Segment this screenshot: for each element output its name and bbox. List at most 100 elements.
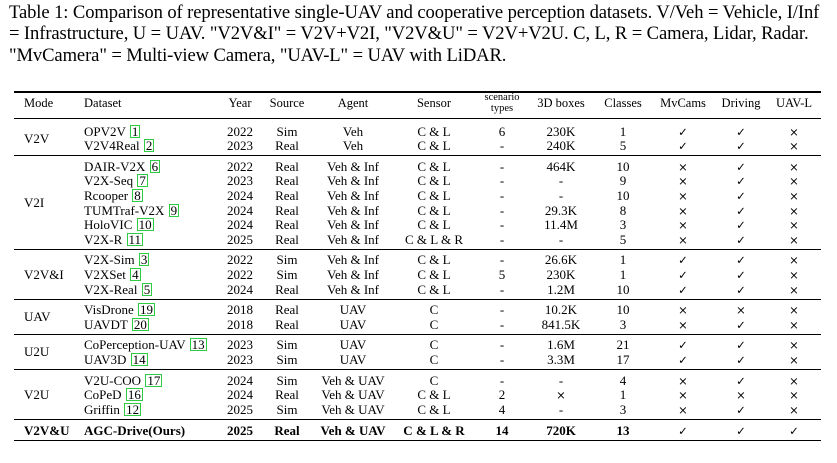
sensor-cell: C (429, 337, 439, 353)
boxes-cell: × (556, 388, 566, 403)
citation-link[interactable]: 16 (125, 387, 143, 403)
scenario-cell: - (499, 231, 505, 247)
classes-cell: 17 (616, 351, 630, 367)
dataset-label: V2X-R (84, 231, 123, 247)
citation-link[interactable]: 5 (141, 281, 153, 297)
uav-l-mark: × (789, 373, 799, 388)
scenario-cell: 14 (495, 422, 509, 438)
mvcams-mark: × (678, 174, 688, 189)
uav-l-mark: × (789, 232, 799, 247)
source-cell: Real (275, 281, 299, 297)
sensor-cell: C & L & R (404, 231, 464, 247)
mvcams-mark: ✓ (678, 253, 688, 268)
sensor-cell: C & L (417, 158, 451, 174)
dataset-label: Griffin (84, 401, 120, 417)
boxes-cell: 841.5K (541, 316, 581, 332)
dataset-label: V2V4Real (84, 138, 140, 154)
dataset-name: TUMTraf-V2X 9 (84, 202, 180, 218)
citation-link[interactable]: 4 (130, 266, 141, 282)
boxes-cell: 1.6M (547, 337, 575, 353)
sensor-cell: C (429, 316, 439, 332)
mvcams-mark: × (678, 232, 688, 247)
citation-link[interactable]: 20 (131, 316, 149, 332)
year-cell: 2018 (227, 302, 253, 318)
dataset-name: OPV2V 1 (84, 123, 141, 139)
citation-link[interactable]: 14 (130, 351, 148, 367)
boxes-cell: 720K (546, 422, 576, 438)
citation-link[interactable]: 2 (143, 138, 155, 154)
driving-mark: ✓ (736, 159, 746, 174)
scenario-cell: - (499, 302, 505, 318)
driving-mark: ✓ (736, 124, 746, 139)
agent-cell: Veh & Inf (327, 252, 379, 268)
dataset-name: Rcooper 8 (84, 187, 143, 203)
mvcams-mark: ✓ (678, 352, 688, 367)
header-mode: Mode (24, 96, 54, 110)
dataset-name: V2X-Sim 3 (84, 252, 150, 268)
dataset-label: TUMTraf-V2X (84, 202, 165, 218)
agent-cell: Veh & Inf (327, 266, 379, 282)
source-cell: Real (275, 158, 299, 174)
scenario-cell: - (499, 252, 505, 268)
citation-link[interactable]: 11 (126, 231, 144, 247)
uav-l-mark: × (789, 159, 799, 174)
driving-mark: ✓ (736, 317, 746, 332)
citation-link[interactable]: 7 (137, 173, 148, 189)
agent-cell: Veh (342, 123, 364, 139)
sensor-cell: C & L (417, 401, 451, 417)
year-cell: 2024 (227, 387, 253, 403)
source-cell: Sim (276, 252, 298, 268)
sensor-cell: C & L (417, 387, 451, 403)
classes-cell: 1 (619, 252, 627, 268)
year-cell: 2018 (227, 316, 253, 332)
mvcams-mark: ✓ (678, 282, 688, 297)
sensor-cell: C & L & R (403, 422, 465, 438)
source-cell: Sim (276, 351, 298, 367)
agent-cell: Veh & Inf (327, 158, 379, 174)
citation-link[interactable]: 17 (145, 372, 163, 388)
citation-link[interactable]: 6 (149, 158, 161, 174)
header-scenario: scenario (484, 92, 520, 103)
table-rule (14, 298, 821, 300)
dataset-label: Rcooper (84, 187, 129, 203)
year-cell: 2022 (227, 252, 253, 268)
year-cell: 2025 (227, 231, 253, 247)
sensor-cell: C & L (417, 252, 451, 268)
driving-mark: ✓ (736, 203, 746, 218)
citation-link[interactable]: 19 (138, 302, 156, 318)
boxes-cell: 240K (546, 138, 576, 154)
dataset-label: CoPeD (84, 387, 122, 403)
boxes-cell: 230K (546, 123, 576, 139)
header-source: Source (269, 96, 305, 110)
citation-link[interactable]: 3 (138, 252, 150, 268)
uav-l-mark: × (789, 338, 799, 353)
agent-cell: Veh & Inf (327, 187, 379, 203)
sensor-cell: C & L (417, 187, 451, 203)
driving-mark: ✓ (736, 267, 746, 282)
citation-link[interactable]: 12 (124, 401, 142, 417)
dataset-label: CoPerception-UAV (84, 337, 186, 353)
citation-link[interactable]: 1 (129, 123, 141, 139)
agent-cell: UAV (339, 316, 367, 332)
classes-cell: 4 (619, 372, 627, 388)
driving-mark: × (736, 388, 746, 403)
year-cell: 2022 (227, 123, 253, 139)
table-rule (14, 91, 821, 93)
classes-cell: 8 (619, 202, 627, 218)
boxes-cell: 1.2M (547, 281, 575, 297)
header-driving: Driving (721, 96, 761, 110)
dataset-name: V2X-Real 5 (84, 281, 153, 297)
citation-link[interactable]: 13 (189, 337, 207, 353)
table-rule (14, 155, 821, 157)
citation-link[interactable]: 8 (132, 187, 143, 203)
header-year: Year (228, 96, 252, 110)
citation-link[interactable]: 9 (168, 202, 180, 218)
citation-link[interactable]: 10 (136, 217, 154, 233)
header-mvcams: MvCams (660, 96, 706, 110)
sensor-cell: C & L (417, 202, 451, 218)
boxes-cell: 230K (546, 266, 576, 282)
table-caption: Table 1: Comparison of representative si… (9, 2, 820, 66)
driving-mark: ✓ (736, 232, 746, 247)
boxes-cell: - (558, 372, 564, 388)
mode-label: U2U (24, 344, 50, 360)
